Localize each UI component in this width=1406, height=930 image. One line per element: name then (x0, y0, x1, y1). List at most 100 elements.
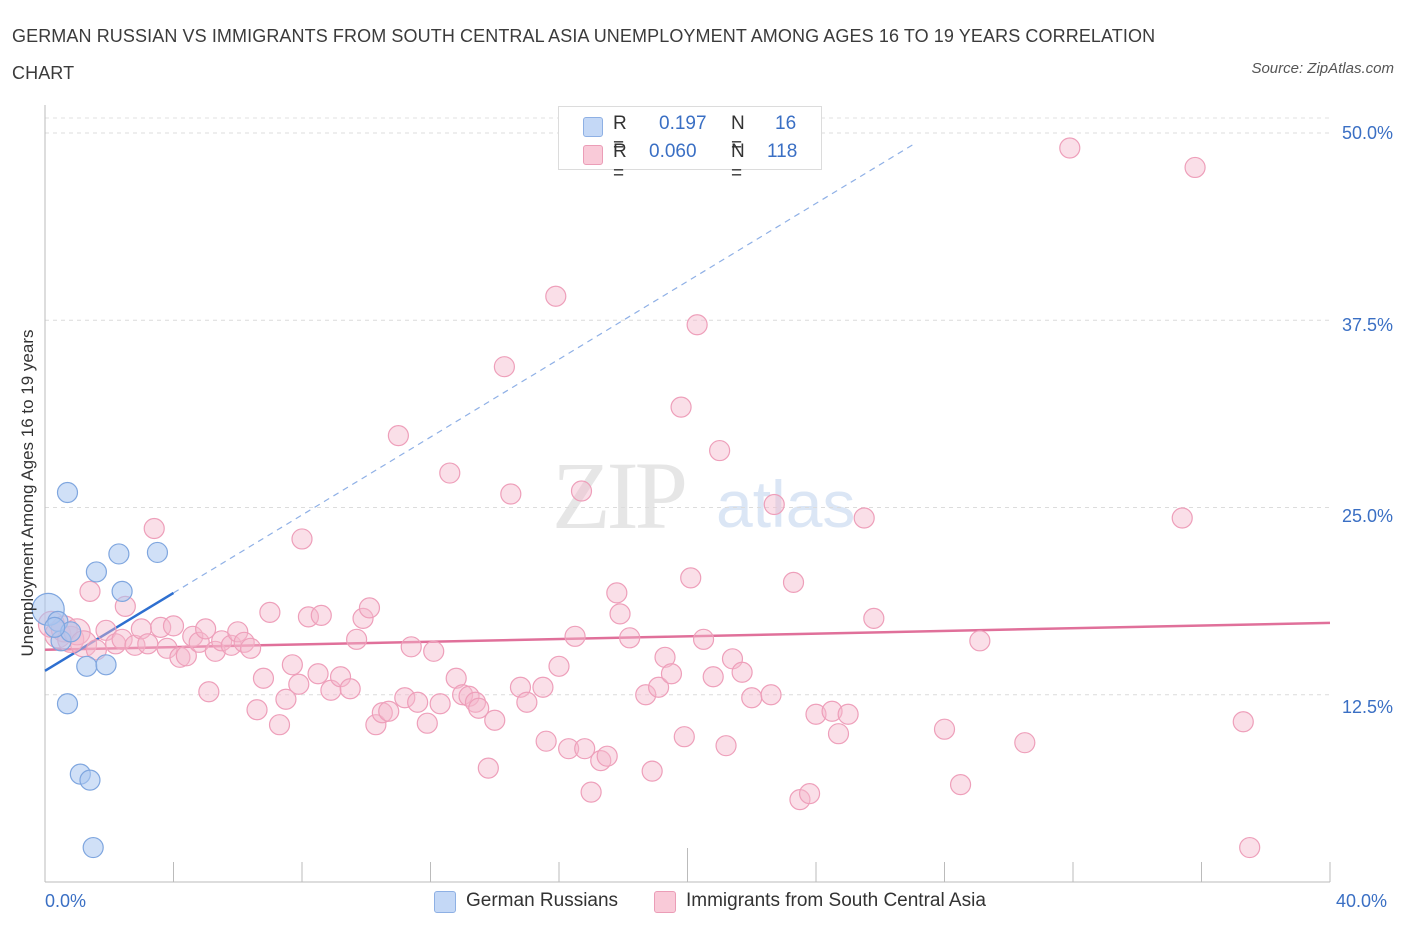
point-south-central-asia (641, 760, 663, 782)
point-south-central-asia (365, 714, 387, 736)
point-south-central-asia (188, 631, 210, 653)
point-south-central-asia (933, 718, 956, 740)
point-south-central-asia (782, 571, 805, 594)
point-south-central-asia (429, 693, 451, 715)
point-south-central-asia (246, 699, 268, 721)
point-south-central-asia (692, 628, 715, 650)
point-south-central-asia (352, 607, 374, 629)
point-south-central-asia (763, 493, 785, 516)
point-south-central-asia (281, 654, 303, 676)
point-south-central-asia (596, 745, 618, 767)
point-south-central-asia (731, 661, 753, 683)
point-south-central-asia (635, 684, 657, 706)
point-south-central-asia (85, 639, 108, 661)
point-german-russians (44, 616, 66, 638)
point-south-central-asia (686, 314, 708, 336)
point-south-central-asia (558, 738, 580, 760)
point-south-central-asia (162, 615, 185, 637)
point-south-central-asia (477, 757, 499, 779)
point-south-central-asia (175, 645, 197, 667)
point-south-central-asia (493, 356, 515, 378)
point-south-central-asia (647, 676, 670, 698)
point-south-central-asia (827, 723, 850, 745)
bottom-legend-label: Immigrants from South Central Asia (686, 890, 986, 911)
x-tick-label-40: 40.0% (1336, 891, 1388, 911)
y-axis-label: Unemployment Among Ages 16 to 19 years (18, 329, 37, 657)
point-south-central-asia (346, 628, 368, 650)
point-south-central-asia (805, 703, 827, 725)
point-south-central-asia (969, 630, 991, 652)
point-south-central-asia (407, 691, 429, 713)
bottom-legend-swatch-blue (434, 891, 456, 913)
bottom-legend-label: German Russians (466, 890, 619, 911)
point-south-central-asia (204, 640, 226, 662)
legend-n-value: 118 (767, 141, 798, 162)
point-south-central-asia (137, 633, 159, 655)
point-south-central-asia (580, 781, 602, 803)
point-south-central-asia (532, 676, 554, 698)
point-south-central-asia (1232, 711, 1254, 733)
y-tick-label-37-5: 37.5% (1341, 315, 1393, 335)
legend-n-value: 16 (775, 113, 797, 134)
point-german-russians (82, 836, 104, 859)
legend-swatch-pink (583, 145, 603, 165)
source-label: Source: ZipAtlas.com (1251, 60, 1394, 77)
point-south-central-asia (198, 681, 220, 703)
point-south-central-asia (227, 621, 249, 643)
point-south-central-asia (182, 625, 204, 647)
point-south-central-asia (169, 646, 191, 668)
point-south-central-asia (535, 730, 557, 752)
y-tick-label-12-5: 12.5% (1341, 697, 1393, 717)
point-south-central-asia (378, 700, 400, 722)
point-south-central-asia (371, 702, 393, 724)
point-south-central-asia (574, 738, 596, 760)
point-south-central-asia (564, 625, 586, 647)
point-south-central-asia (798, 783, 821, 805)
point-south-central-asia (79, 580, 101, 602)
trend-line-german-russians (44, 591, 175, 672)
point-german-russians (79, 769, 101, 791)
point-south-central-asia (452, 684, 474, 706)
legend-r-label: R = (613, 113, 627, 156)
axes (44, 105, 1331, 883)
x-tick-label-0: 0.0% (45, 891, 87, 911)
point-south-central-asia (548, 655, 570, 677)
watermark-atlas: atlas (716, 467, 856, 541)
point-south-central-asia (500, 483, 522, 505)
point-south-central-asia (619, 627, 641, 649)
point-south-central-asia (606, 582, 628, 604)
point-south-central-asia (339, 678, 361, 700)
y-tick-label-25: 25.0% (1341, 506, 1393, 526)
point-south-central-asia (195, 618, 217, 640)
point-south-central-asia (1059, 137, 1081, 159)
point-south-central-asia (1014, 732, 1036, 754)
legend-r-value: 0.197 (659, 113, 707, 134)
point-south-central-asia (516, 691, 538, 713)
trend-line-south-central-asia (44, 621, 1331, 652)
point-south-central-asia (680, 567, 702, 589)
point-south-central-asia (609, 603, 631, 625)
point-south-central-asia (358, 597, 381, 619)
point-south-central-asia (143, 517, 165, 540)
point-south-central-asia (310, 604, 332, 626)
legend-swatch-blue (583, 117, 603, 137)
point-german-russians (111, 580, 133, 602)
point-south-central-asia (423, 640, 445, 662)
point-german-russians (56, 481, 79, 504)
point-south-central-asia (400, 636, 422, 658)
point-south-central-asia (821, 700, 843, 722)
point-german-russians (85, 561, 108, 583)
point-german-russians (108, 543, 130, 565)
point-south-central-asia (464, 691, 487, 713)
point-south-central-asia (853, 507, 875, 529)
point-south-central-asia (670, 396, 692, 418)
y-tick-label-50: 50.0% (1341, 123, 1393, 143)
point-south-central-asia (654, 646, 676, 668)
point-south-central-asia (1239, 836, 1261, 859)
point-south-central-asia (445, 667, 467, 689)
point-south-central-asia (570, 480, 593, 502)
point-south-central-asia (949, 774, 972, 796)
point-south-central-asia (268, 714, 291, 736)
point-south-central-asia (715, 735, 737, 757)
point-german-russians (56, 693, 79, 715)
